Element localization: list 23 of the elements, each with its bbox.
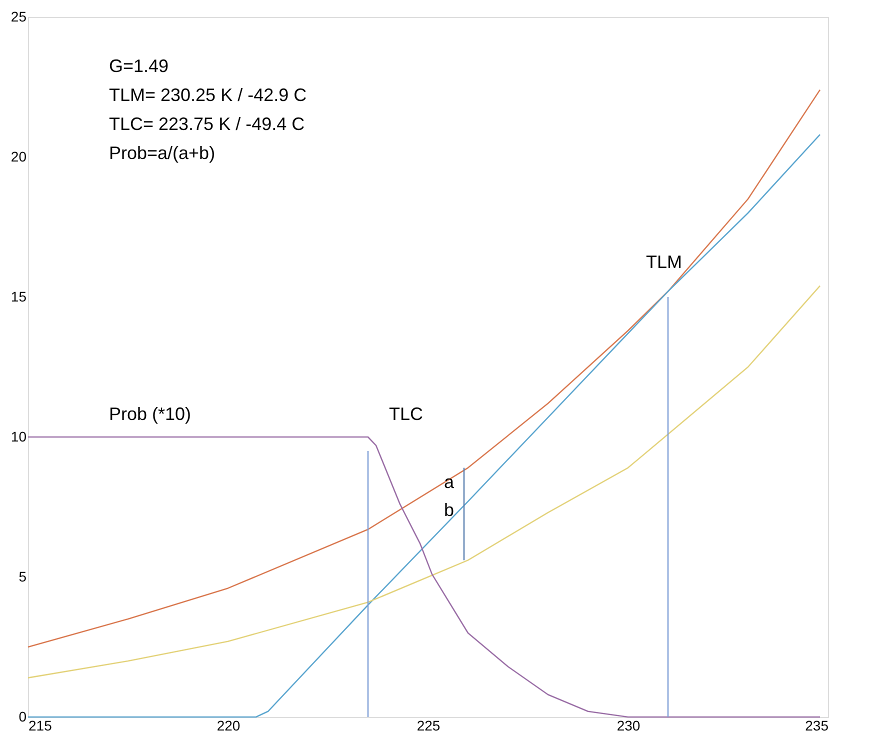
y-tick-label: 5 (18, 568, 27, 584)
annotation: G=1.49 (109, 56, 169, 76)
line-series (27, 436, 821, 718)
annotation: TLM (646, 252, 682, 272)
annotation: b (444, 500, 454, 520)
annotation: Prob=a/(a+b) (109, 143, 216, 163)
x-tick-label: 225 (416, 718, 440, 734)
y-tick-label: 10 (10, 428, 27, 444)
annotation: TLM= 230.25 K / -42.9 C (109, 85, 307, 105)
line-series (27, 134, 821, 718)
annotation: TLC (389, 404, 424, 424)
x-tick-label: 215 (28, 718, 52, 734)
y-tick-label: 20 (10, 148, 27, 164)
annotation: TLC= 223.75 K / -49.4 C (109, 114, 305, 134)
y-tick-label: 0 (18, 708, 27, 724)
x-tick-label: 230 (616, 718, 640, 734)
x-tick-label: 235 (805, 718, 829, 734)
line-series (27, 285, 821, 678)
y-tick-label: 25 (10, 8, 27, 24)
line-series (27, 89, 821, 648)
y-tick-label: 15 (10, 288, 27, 304)
annotation: Prob (*10) (109, 404, 192, 424)
x-tick-label: 220 (216, 718, 240, 734)
